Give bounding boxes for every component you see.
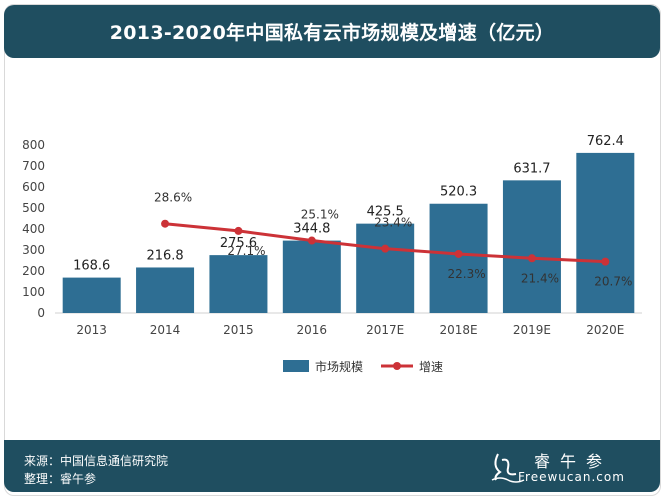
growth-value-label: 27.1% [227,244,265,258]
y-tick-label: 200 [22,264,45,278]
bar-value-label: 168.6 [73,259,110,274]
bar [429,203,488,313]
growth-point [601,257,610,266]
brand-url: Freewucan.com [518,470,625,484]
growth-value-label: 21.4% [521,271,559,285]
growth-point [234,226,243,235]
legend-line-label: 增速 [419,360,443,374]
legend-bar-swatch [283,360,309,372]
x-tick-label: 2017E [366,323,404,337]
growth-value-label: 22.3% [448,267,486,281]
y-tick-label: 0 [37,306,45,320]
y-tick-label: 400 [22,222,45,236]
legend-line-marker [393,362,401,370]
bar-value-label: 425.5 [367,205,404,220]
x-tick-label: 2016 [297,323,328,337]
x-tick-label: 2019E [513,323,551,337]
source-text: 来源：中国信息通信研究院 [24,454,169,468]
bar [282,240,341,313]
chart-title: 2013-2020年中国私有云市场规模及增速（亿元） [109,22,555,44]
bar-value-label: 631.7 [513,161,550,176]
bar [209,255,268,313]
x-tick-label: 2015 [223,323,254,337]
growth-point [161,219,170,228]
bar [576,152,635,313]
bar-value-label: 762.4 [587,134,624,149]
bar-value-label: 344.8 [293,222,330,237]
growth-point [527,254,536,263]
bar [356,223,415,313]
x-tick-label: 2013 [76,323,107,337]
bar-value-label: 275.6 [220,236,257,251]
growth-value-label: 23.4% [374,216,412,230]
growth-point [381,244,390,253]
growth-point [454,249,463,258]
growth-point [307,236,316,245]
bar [62,277,121,313]
y-tick-label: 100 [22,285,45,299]
y-tick-label: 300 [22,243,45,257]
growth-value-label: 20.7% [594,275,632,289]
y-tick-label: 700 [22,159,45,173]
editor-text: 整理：睿午参 [24,472,97,486]
chart-area: 0 100 200 300 400 500 600 700 800 168.6 2013 216.8 2… [22,134,642,374]
title-bar: 2013-2020年中国私有云市场规模及增速（亿元） [4,5,660,58]
brand-logo: 睿午参 Freewucan.com [482,448,642,488]
y-tick-label: 800 [22,138,45,152]
y-tick-label: 600 [22,180,45,194]
x-tick-label: 2018E [440,323,478,337]
bar [502,180,561,313]
legend-bar-label: 市场规模 [315,359,363,374]
bar [136,267,195,313]
brand-mark-icon [491,453,525,483]
y-tick-label: 500 [22,201,45,215]
x-tick-label: 2020E [586,323,624,337]
bar-value-label: 216.8 [146,248,183,263]
brand-name: 睿午参 [534,452,613,471]
growth-value-label: 28.6% [154,191,192,205]
footer-bar: 来源：中国信息通信研究院 整理：睿午参 睿午参 Freewucan.com [4,440,660,492]
x-tick-label: 2014 [150,323,181,337]
growth-value-label: 25.1% [301,208,339,222]
bar-value-label: 520.3 [440,185,477,200]
